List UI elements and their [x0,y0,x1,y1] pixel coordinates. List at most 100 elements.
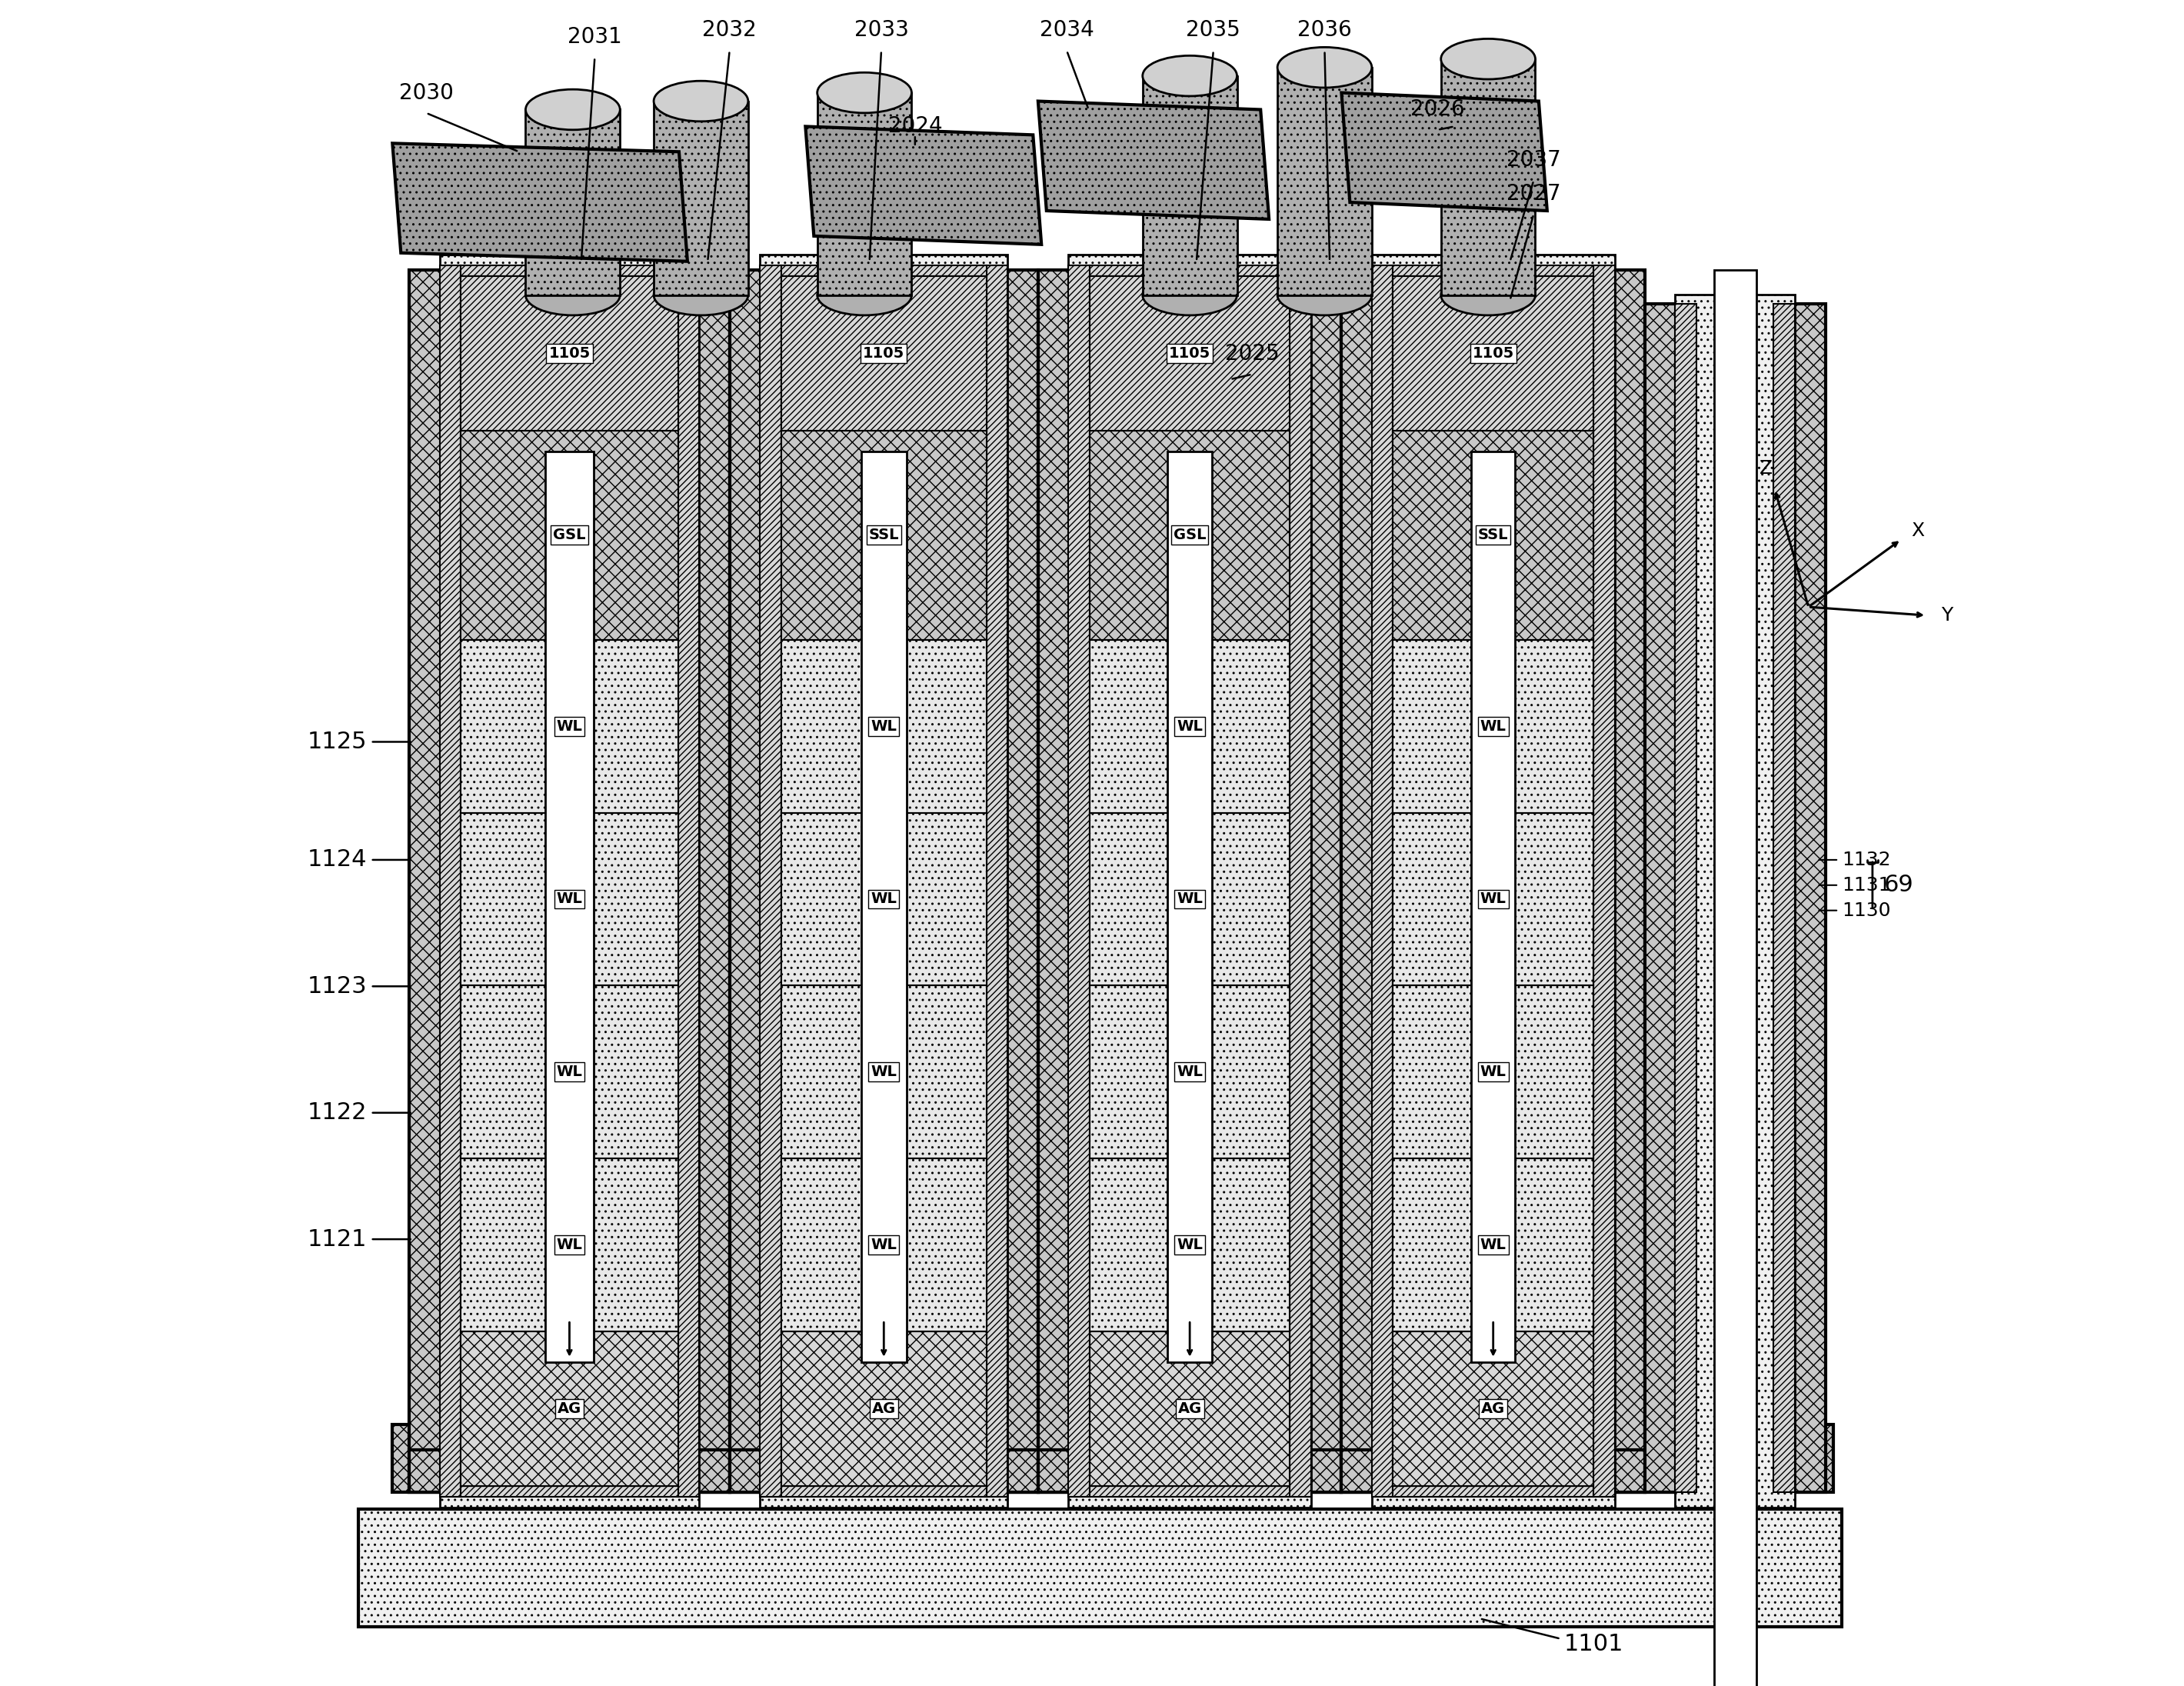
Ellipse shape [817,72,911,113]
Polygon shape [408,1450,729,1492]
Polygon shape [729,270,1037,1492]
Polygon shape [1090,1158,1291,1332]
Polygon shape [1090,277,1291,1485]
Polygon shape [546,452,594,1362]
Polygon shape [461,813,677,986]
Polygon shape [393,143,688,261]
Text: 1105: 1105 [863,346,904,361]
Polygon shape [1291,265,1310,1497]
Polygon shape [987,265,1007,1497]
Polygon shape [1675,295,1795,1507]
Polygon shape [782,277,987,1485]
Polygon shape [1393,639,1594,813]
Polygon shape [439,265,461,1497]
Polygon shape [1341,1450,1645,1492]
Text: 1125: 1125 [308,730,367,754]
Polygon shape [1393,986,1594,1158]
Text: WL: WL [871,1238,898,1253]
Text: X: X [1911,523,1924,540]
Text: AG: AG [557,1401,581,1416]
Text: WL: WL [871,1066,898,1079]
Polygon shape [782,430,987,639]
Polygon shape [1090,430,1291,639]
Text: SSL: SSL [869,528,900,543]
Polygon shape [1393,1332,1594,1485]
Text: 2037: 2037 [1507,150,1562,170]
Polygon shape [408,270,729,1492]
Ellipse shape [1441,275,1535,315]
Polygon shape [1142,76,1236,295]
Polygon shape [782,639,987,813]
Polygon shape [1472,452,1516,1362]
Text: WL: WL [871,718,898,733]
Text: WL: WL [871,892,898,907]
Polygon shape [760,255,1007,1507]
Text: 1123: 1123 [308,975,367,998]
Text: 69: 69 [1885,873,1913,897]
Text: 1101: 1101 [1564,1632,1623,1656]
Polygon shape [1441,59,1535,295]
Text: WL: WL [1177,1238,1203,1253]
Polygon shape [1393,265,1594,277]
Polygon shape [461,277,677,1485]
Polygon shape [653,101,749,295]
Text: GSL: GSL [1173,528,1206,543]
Text: SSL: SSL [1479,528,1509,543]
Polygon shape [817,93,911,295]
Text: Y: Y [1942,607,1952,624]
Polygon shape [461,277,677,430]
Text: WL: WL [1177,1066,1203,1079]
Polygon shape [1372,255,1614,1507]
Polygon shape [1393,813,1594,986]
Polygon shape [1168,452,1212,1362]
Polygon shape [461,1332,677,1485]
Polygon shape [1393,1158,1594,1332]
Text: WL: WL [1481,892,1507,907]
Text: 2027: 2027 [1507,184,1562,204]
Polygon shape [461,639,677,813]
Polygon shape [461,265,677,277]
Text: 1124: 1124 [308,848,367,872]
Polygon shape [1594,265,1614,1497]
Text: WL: WL [557,718,583,733]
Text: 2032: 2032 [703,20,758,40]
Text: 1121: 1121 [308,1227,367,1251]
Text: WL: WL [557,1238,583,1253]
Polygon shape [782,986,987,1158]
Text: 2035: 2035 [1186,20,1241,40]
Polygon shape [393,1425,1835,1492]
Polygon shape [729,1450,1037,1492]
Polygon shape [782,265,987,277]
Polygon shape [1393,277,1594,430]
Polygon shape [1090,265,1291,277]
Polygon shape [1090,986,1291,1158]
Polygon shape [461,430,677,639]
Text: 1131: 1131 [1841,877,1891,894]
Text: AG: AG [871,1401,895,1416]
Polygon shape [1090,277,1291,430]
Polygon shape [1341,93,1546,211]
Text: 1122: 1122 [308,1101,367,1125]
Text: 2026: 2026 [1411,99,1465,120]
Text: 1132: 1132 [1841,851,1891,868]
Polygon shape [782,1158,987,1332]
Text: WL: WL [1481,718,1507,733]
Polygon shape [806,126,1042,244]
Text: WL: WL [1481,1238,1507,1253]
Ellipse shape [1441,39,1535,79]
Ellipse shape [817,275,911,315]
Ellipse shape [1278,47,1372,88]
Ellipse shape [526,275,620,315]
Polygon shape [1393,277,1594,1485]
Polygon shape [1393,1485,1594,1497]
Polygon shape [1675,303,1697,1492]
Polygon shape [1068,255,1310,1507]
Polygon shape [1714,270,1756,1686]
Polygon shape [760,265,782,1497]
Text: 2024: 2024 [889,116,941,137]
Polygon shape [1090,1485,1291,1497]
Polygon shape [526,110,620,295]
Text: 2031: 2031 [568,27,622,47]
Text: 1130: 1130 [1841,902,1891,919]
Polygon shape [1393,430,1594,639]
